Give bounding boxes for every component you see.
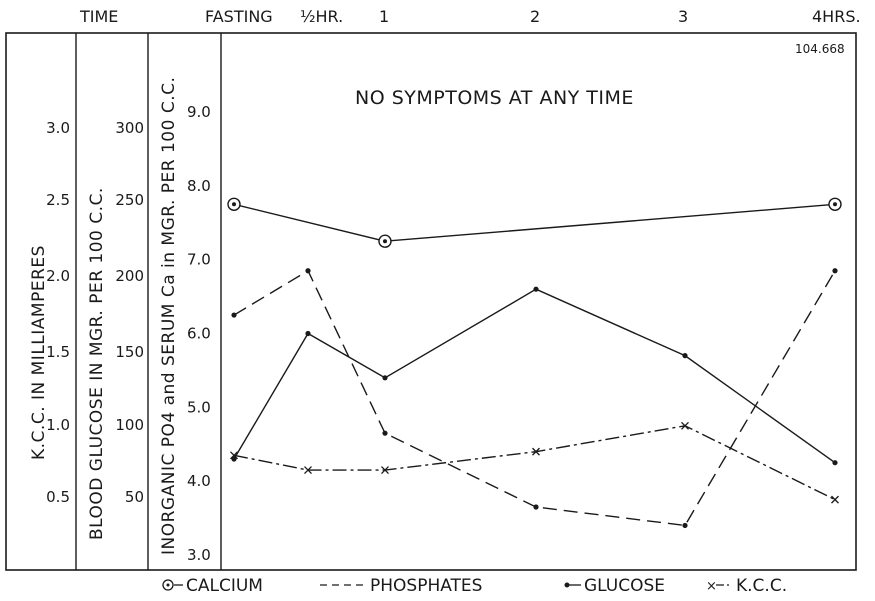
y-tick-label-po4: 6.0: [187, 325, 211, 343]
series-phosphates: [231, 268, 838, 529]
legend-kcc-label: K.C.C.: [736, 576, 787, 596]
data-point: [305, 330, 311, 337]
x-tick-label: FASTING: [205, 7, 273, 26]
ticks-po4: 3.0 4.0 5.0 6.0 7.0 8.0 9.0: [187, 103, 211, 564]
x-tick-labels: FASTING ½HR. 1 2 3 4HRS.: [205, 7, 861, 26]
series-calcium: [227, 197, 842, 248]
data-point: [231, 312, 237, 318]
y-tick-label-po4: 3.0: [187, 546, 211, 564]
legend-kcc-marker: ×: [706, 579, 717, 594]
data-point: [231, 456, 237, 462]
y-tick-label-kcc: 1.0: [46, 416, 70, 434]
x-tick-label: 2: [530, 7, 540, 26]
series-line: [233, 203, 836, 242]
data-point: [533, 286, 539, 292]
data-point: [682, 522, 688, 529]
y-tick-label-kcc: 3.0: [46, 119, 70, 137]
data-point: [681, 421, 689, 430]
data-point: [304, 466, 312, 475]
legend-phosphates-label: PHOSPHATES: [370, 576, 482, 596]
chart-id: 104.668: [795, 42, 845, 56]
data-point: [230, 451, 238, 460]
series-line: [233, 269, 836, 527]
data-point: [832, 268, 838, 274]
series-line: [233, 288, 836, 464]
series-glucose: [231, 286, 838, 466]
y-tick-label-po4: 7.0: [187, 251, 211, 269]
y-tick-label-kcc: 0.5: [46, 488, 70, 506]
axis-label-kcc: K.C.C. IN MILLIAMPERES: [29, 245, 49, 460]
y-tick-label-po4: 9.0: [187, 103, 211, 121]
chart-title: NO SYMPTOMS AT ANY TIME: [355, 87, 634, 109]
y-tick-label-glucose: 300: [115, 119, 144, 137]
axis-label-glucose: BLOOD GLUCOSE IN MGR. PER 100 C.C.: [87, 187, 107, 540]
series-layer: [227, 197, 842, 529]
data-point: [532, 447, 540, 456]
y-tick-label-glucose: 100: [115, 416, 144, 434]
ticks-glucose: 50 100 150 200 250 300: [115, 119, 144, 506]
legend-calcium-dot: [166, 583, 170, 587]
series-k-c-c: [230, 421, 839, 504]
data-point: [682, 353, 688, 359]
y-tick-label-po4: 8.0: [187, 177, 211, 195]
legend-glucose-label: GLUCOSE: [584, 576, 665, 596]
y-tick-label-po4: 5.0: [187, 398, 211, 416]
legend: CALCIUM PHOSPHATES GLUCOSE × K.C.C.: [162, 576, 787, 596]
y-tick-label-glucose: 250: [115, 191, 144, 209]
x-tick-label: ½HR.: [300, 7, 343, 26]
y-tick-label-po4: 4.0: [187, 472, 211, 490]
data-point: [382, 430, 388, 436]
ticks-kcc: 0.5 1.0 1.5 2.0 2.5 3.0: [46, 119, 70, 506]
y-tick-label-kcc: 2.0: [46, 267, 70, 285]
y-tick-label-glucose: 50: [125, 488, 144, 506]
x-tick-label: 4HRS.: [812, 7, 861, 26]
time-header: TIME: [79, 7, 118, 26]
data-point-center: [383, 239, 387, 244]
legend-calcium-marker: [162, 579, 174, 591]
data-point: [831, 495, 839, 504]
axis-label-po4: INORGANIC PO4 and SERUM Ca in MGR. PER 1…: [159, 77, 179, 555]
data-point: [381, 466, 389, 475]
data-point: [533, 504, 539, 510]
data-point-center: [232, 202, 236, 207]
series-line: [233, 425, 836, 501]
data-point-center: [833, 202, 837, 207]
chart-frame: [5, 32, 857, 571]
y-tick-label-glucose: 200: [115, 267, 144, 285]
legend-calcium-label: CALCIUM: [186, 576, 263, 596]
x-tick-label: 1: [379, 7, 389, 26]
data-point: [832, 460, 838, 466]
data-point: [305, 268, 311, 274]
y-tick-label-kcc: 1.5: [46, 343, 70, 361]
y-tick-label-kcc: 2.5: [46, 191, 70, 209]
x-tick-label: 3: [678, 7, 688, 26]
y-tick-label-glucose: 150: [115, 343, 144, 361]
data-point: [382, 375, 388, 381]
